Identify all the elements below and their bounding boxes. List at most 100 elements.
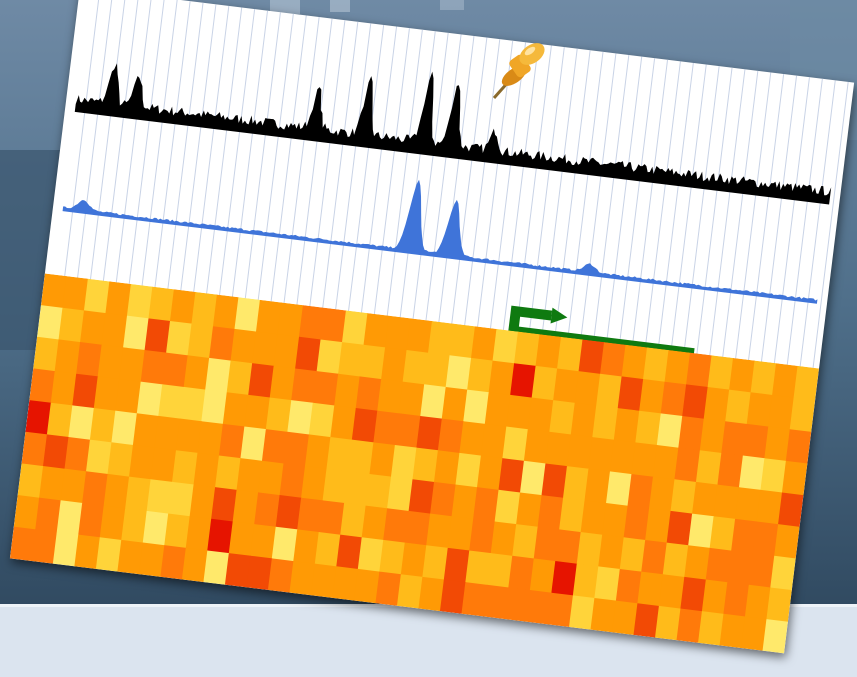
- heatmap-cell: [128, 444, 155, 480]
- heatmap-cell: [498, 458, 525, 494]
- heatmap-cell: [424, 352, 451, 388]
- gridline: [670, 64, 707, 353]
- heatmap-cell: [125, 476, 152, 512]
- heatmap-cell: [480, 423, 507, 459]
- heatmap-cell: [793, 365, 820, 401]
- heatmap-cell: [72, 373, 99, 409]
- heatmap-cell: [717, 452, 744, 488]
- heatmap-cell: [105, 281, 132, 317]
- backdrop-window-1: [270, 0, 300, 14]
- heatmap-cell: [701, 579, 728, 615]
- heatmap-cell: [295, 336, 322, 372]
- heatmap-cell: [422, 545, 449, 581]
- heatmap-cell: [58, 307, 85, 343]
- heatmap-cell: [738, 455, 765, 491]
- heatmap-cell: [750, 360, 777, 396]
- heatmap-cell: [613, 408, 640, 443]
- heatmap-cell: [246, 555, 273, 591]
- heatmap-cell: [60, 468, 87, 504]
- heatmap-cell: [504, 587, 531, 623]
- heatmap-cell: [451, 484, 478, 520]
- heatmap-cell: [676, 608, 703, 644]
- heatmap-cell: [35, 497, 62, 533]
- heatmap-cell: [158, 384, 185, 420]
- heatmap-cell: [293, 529, 320, 565]
- heatmap-cell: [267, 558, 294, 594]
- gridline: [89, 0, 127, 282]
- gridline: [567, 51, 604, 340]
- heatmap-cell: [93, 376, 120, 412]
- gridline: [592, 54, 630, 343]
- heatmap-cell: [527, 397, 554, 433]
- heatmap-cell: [760, 458, 787, 494]
- heatmap-cell: [310, 563, 337, 599]
- heatmap-cell: [484, 392, 511, 428]
- heatmap-cell: [572, 563, 599, 599]
- heatmap-cell: [692, 481, 718, 517]
- heatmap-cell: [74, 534, 101, 570]
- heatmap-cell: [29, 368, 56, 404]
- heatmap-cell: [361, 505, 388, 541]
- heatmap-cell: [660, 381, 687, 417]
- heatmap-cell: [85, 439, 112, 475]
- heatmap-cell: [537, 495, 564, 530]
- heatmap-cell: [379, 539, 406, 575]
- heatmap-cell: [394, 413, 421, 449]
- heatmap-cell: [447, 516, 474, 552]
- heatmap-cell: [99, 505, 126, 541]
- heatmap-cell: [150, 447, 177, 483]
- pin-head: [519, 43, 545, 65]
- heatmap-cell: [578, 339, 605, 375]
- heatmap-cell: [697, 611, 724, 647]
- heatmap-cell: [719, 613, 746, 649]
- heatmap-cell: [54, 339, 81, 375]
- gridline: [747, 73, 785, 362]
- heatmap-cell: [486, 553, 513, 588]
- heatmap-cell: [555, 529, 582, 565]
- heatmap-cell: [470, 326, 497, 362]
- heatmap-cell: [297, 497, 324, 533]
- heatmap-cell: [643, 347, 669, 383]
- gridline: [554, 50, 591, 339]
- heatmap-cell: [111, 410, 138, 446]
- heatmap-cell: [234, 297, 261, 333]
- heatmap-cell: [490, 521, 517, 557]
- heatmap-cell: [398, 381, 425, 417]
- heatmap-cell: [312, 371, 339, 406]
- heatmap-cell: [590, 597, 617, 633]
- heatmap-cell: [533, 526, 560, 562]
- gridline: [218, 9, 256, 297]
- heatmap-cell: [83, 278, 110, 314]
- heatmap-cell: [89, 407, 116, 443]
- heatmap-cell: [132, 413, 159, 449]
- heatmap-cell: [420, 384, 447, 420]
- heatmap-cell: [314, 531, 341, 567]
- heatmap-cell: [21, 431, 48, 467]
- heatmap-cell: [725, 389, 752, 425]
- gridline: [657, 62, 694, 351]
- gridline: [180, 4, 217, 293]
- heatmap-cell: [154, 415, 181, 451]
- gridline: [734, 72, 772, 361]
- heatmap-cell: [50, 371, 77, 406]
- heatmap-cell: [33, 336, 60, 372]
- heatmap-cell: [639, 379, 666, 414]
- heatmap-cell: [334, 373, 361, 409]
- heatmap-cell: [383, 508, 410, 544]
- heatmap-cell: [418, 576, 445, 612]
- heatmap-cell: [512, 524, 539, 559]
- heatmap-cell: [46, 402, 73, 438]
- heatmap-cell: [637, 571, 664, 607]
- gridline: [605, 56, 643, 345]
- heatmap-cell: [545, 431, 572, 467]
- gridline: [425, 34, 462, 323]
- heatmap-cell: [514, 331, 540, 367]
- heatmap-cell: [789, 397, 816, 433]
- heatmap-cell: [377, 379, 404, 414]
- heatmap-cell: [164, 513, 191, 549]
- heatmap-cell: [37, 305, 63, 340]
- heatmap-cell: [541, 463, 568, 499]
- heatmap-cell: [160, 545, 187, 581]
- gridline: [128, 0, 165, 286]
- heatmap-cell: [744, 584, 771, 620]
